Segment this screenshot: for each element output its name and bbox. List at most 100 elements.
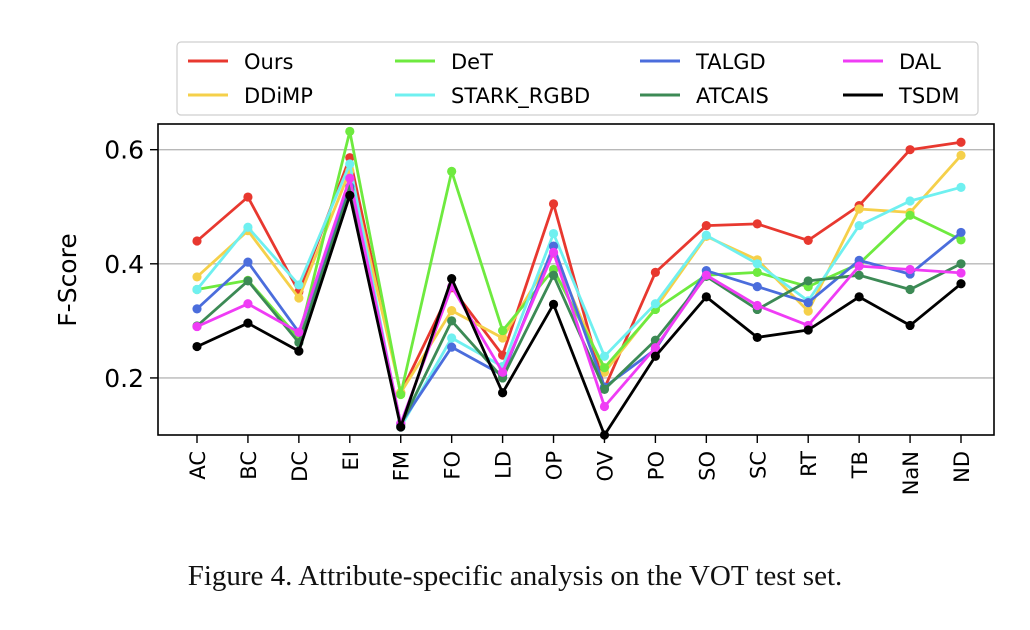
series-tsdm — [192, 190, 966, 440]
point-stark-rgbd-bc — [243, 222, 253, 232]
point-stark-rgbd-so — [701, 230, 711, 240]
point-det-fm — [396, 389, 406, 400]
point-dal-ov — [599, 401, 610, 412]
point-atcais-nd — [956, 259, 966, 269]
point-ours-sc — [752, 219, 762, 229]
point-stark-rgbd-op — [548, 228, 559, 239]
x-tick-label-bc: BC — [237, 451, 261, 480]
x-tick-label-op: OP — [543, 451, 567, 480]
point-stark-rgbd-fo — [447, 333, 457, 343]
legend-label-ours: Ours — [244, 50, 293, 74]
point-stark-rgbd-nd — [956, 182, 966, 192]
x-tick-label-fo: FO — [441, 451, 465, 480]
x-tick-label-po: PO — [644, 451, 668, 480]
point-tsdm-ac — [192, 341, 202, 352]
x-tick-label-ld: LD — [492, 451, 516, 479]
point-ours-ac — [192, 236, 202, 246]
point-tsdm-rt — [803, 325, 813, 335]
point-stark-rgbd-dc — [294, 280, 304, 290]
point-det-nd — [956, 235, 966, 245]
point-tsdm-fo — [447, 274, 457, 284]
point-det-sc — [752, 267, 762, 277]
point-ours-op — [548, 199, 559, 209]
point-dal-nan — [905, 264, 915, 275]
point-dal-nd — [956, 268, 966, 278]
series-line-stark-rgbd — [195, 162, 962, 429]
point-tsdm-ei — [345, 190, 355, 200]
point-dal-ac — [192, 321, 202, 332]
point-ddimp-dc — [294, 293, 304, 303]
point-talgd-ac — [192, 304, 202, 314]
point-talgd-fo — [447, 342, 457, 352]
point-atcais-bc — [243, 276, 253, 286]
x-tick-label-so: SO — [695, 451, 719, 481]
x-tick-label-nd: ND — [950, 451, 974, 483]
line-chart: 0.2 0.4 0.6 AC BC DC EI FM FO LD OP OV PO SO SC RT TB Na… — [53, 41, 995, 495]
legend: Ours DDiMP DeT STARK_RGBD TALGD ATCAIS DAL TSDM — [176, 41, 979, 116]
legend-label-stark-rgbd: STARK_RGBD — [451, 84, 590, 109]
point-det-fo — [447, 166, 457, 176]
point-tsdm-nd — [956, 279, 966, 289]
point-tsdm-bc — [243, 318, 253, 328]
y-tick-label: 0.6 — [104, 136, 144, 165]
point-stark-rgbd-nan — [905, 196, 915, 206]
series-line-ddimp — [196, 154, 963, 395]
point-stark-rgbd-ov — [599, 351, 610, 361]
y-axis-label: F-Score — [53, 233, 82, 326]
y-tick-label: 0.4 — [104, 250, 144, 279]
x-tick-label-dc: DC — [288, 451, 312, 482]
point-det-ei — [345, 126, 355, 137]
point-talgd-nd — [956, 227, 966, 238]
point-ddimp-ac — [192, 272, 202, 282]
y-axis-ticks: 0.2 0.4 0.6 — [104, 136, 158, 393]
x-tick-label-rt: RT — [797, 451, 821, 477]
point-tsdm-so — [701, 292, 711, 302]
legend-label-ddimp: DDiMP — [244, 84, 313, 108]
point-dal-tb — [854, 261, 864, 271]
x-tick-label-ac: AC — [186, 451, 210, 480]
x-tick-label-nan: NaN — [899, 451, 923, 495]
point-stark-rgbd-po — [650, 299, 661, 309]
point-tsdm-po — [650, 351, 661, 361]
series-line-tsdm — [196, 193, 962, 437]
point-tsdm-ld — [498, 388, 508, 398]
point-det-ld — [498, 325, 508, 336]
point-stark-rgbd-ei — [345, 159, 355, 169]
point-atcais-nan — [905, 284, 915, 295]
point-ours-so — [701, 220, 711, 231]
point-ddimp-nd — [956, 150, 966, 160]
point-tsdm-dc — [294, 346, 304, 356]
point-talgd-sc — [752, 282, 762, 292]
point-dal-dc — [294, 327, 304, 337]
point-ours-bc — [243, 192, 253, 202]
point-dal-op — [548, 247, 559, 257]
point-ours-nan — [905, 145, 915, 155]
series-line-atcais — [196, 188, 962, 427]
point-atcais-ov — [599, 384, 610, 394]
point-stark-rgbd-ac — [192, 284, 202, 295]
point-dal-ei — [345, 173, 355, 183]
x-tick-label-ei: EI — [339, 451, 363, 470]
point-ddimp-rt — [803, 306, 813, 316]
legend-label-talgd: TALGD — [695, 50, 766, 74]
point-atcais-tb — [854, 270, 864, 280]
point-tsdm-sc — [752, 332, 762, 343]
point-dal-ld — [498, 367, 508, 377]
point-tsdm-fm — [396, 422, 406, 432]
y-tick-label: 0.2 — [104, 364, 144, 393]
point-ddimp-tb — [854, 204, 864, 214]
plot-frame — [157, 123, 995, 436]
series-lines — [192, 126, 966, 440]
x-tick-label-sc: SC — [746, 451, 770, 479]
point-det-ov — [599, 363, 610, 373]
point-ours-nd — [956, 137, 966, 147]
point-tsdm-op — [548, 299, 559, 309]
legend-label-det: DeT — [451, 50, 493, 74]
legend-label-dal: DAL — [899, 50, 941, 74]
point-ddimp-ld — [498, 333, 508, 343]
point-atcais-rt — [803, 276, 813, 286]
point-dal-bc — [243, 299, 253, 309]
point-atcais-fo — [447, 316, 457, 326]
point-stark-rgbd-sc — [752, 259, 762, 269]
point-dal-so — [701, 270, 711, 280]
